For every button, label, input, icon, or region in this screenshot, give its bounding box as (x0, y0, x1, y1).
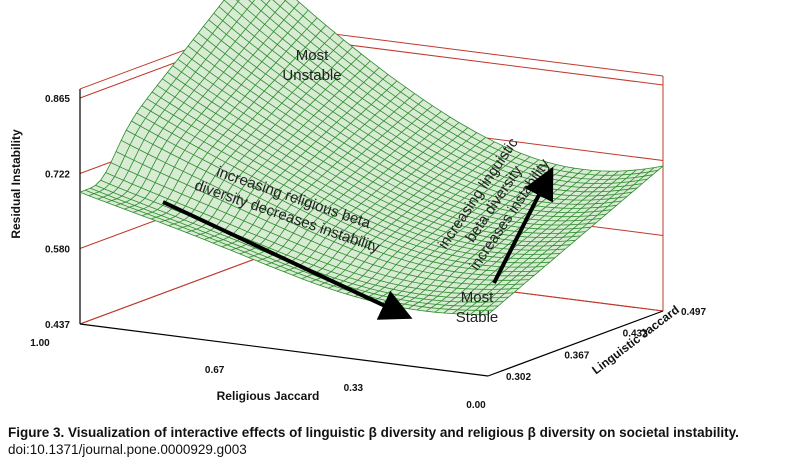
y-axis-title: Linguistic Jaccard (589, 303, 682, 378)
caption-doi: doi:10.1371/journal.pone.0000929.g003 (8, 442, 247, 457)
mesh-line-v (90, 187, 499, 307)
religious-diversity-arrow (162, 200, 413, 320)
mesh-line-v (187, 45, 597, 226)
mesh-line-v (223, 0, 633, 197)
x-tick-label: 1.00 (30, 338, 50, 349)
mesh-line-v (248, 0, 643, 189)
x-tick-label: 0.00 (466, 400, 486, 411)
z-grid-left-0 (79, 258, 256, 325)
y-tick-label: 0.497 (681, 307, 706, 318)
mesh-line-v (141, 105, 550, 264)
mesh-line-v (218, 6, 628, 201)
caption-title: Figure 3. Visualization of interactive e… (8, 425, 739, 440)
z-tick-label: 0.722 (45, 170, 70, 181)
surface-mesh (79, 0, 664, 315)
mesh-line-v (177, 58, 586, 234)
mesh-line-v (172, 65, 581, 239)
z-tick-label: 0.865 (45, 94, 70, 105)
mesh-line-v (105, 172, 514, 295)
mesh-line-v (260, 0, 648, 184)
x-tick-label: 0.67 (205, 365, 225, 376)
mesh-line-v (146, 98, 555, 260)
mesh-line-v (79, 191, 488, 315)
z-tick-label: 0.437 (45, 320, 70, 331)
y-axis-line (487, 310, 664, 377)
mesh-line-v (203, 25, 612, 214)
figure-caption: Figure 3. Visualization of interactive e… (8, 424, 793, 458)
mesh-line-v (110, 162, 519, 290)
mesh-line-v (213, 12, 622, 205)
z-tick-label: 0.580 (45, 244, 70, 255)
mesh-line-v (272, 0, 653, 180)
mesh-line-v (151, 91, 561, 255)
mesh-line-v (115, 151, 525, 286)
mesh-line-v (296, 0, 664, 172)
x-tick-label: 0.33 (344, 383, 364, 394)
z-axis-title: Residual Instability (9, 129, 23, 239)
x-axis-title: Religious Jaccard (217, 389, 320, 403)
mesh-line-v (235, 0, 638, 193)
mesh-line-v (84, 189, 494, 311)
y-tick-label: 0.367 (564, 350, 589, 361)
y-tick-label: 0.432 (623, 329, 648, 340)
surface-fill (80, 0, 663, 315)
mesh-line-v (198, 32, 607, 218)
surface-chart: 0.437 0.580 0.722 0.865 1.00 0.67 0.33 0.00 0.30… (9, 0, 706, 411)
mesh-line-v (156, 85, 566, 251)
mesh-line-v (126, 129, 535, 277)
y-tick-label: 0.302 (506, 372, 531, 383)
mesh-line-v (162, 78, 571, 247)
mesh-line-v (167, 71, 576, 243)
linguistic-diversity-arrow (492, 166, 554, 284)
mesh-line-v (100, 179, 509, 299)
mesh-line-v (192, 39, 602, 222)
mesh-line-v (208, 19, 617, 209)
mesh-line-v (136, 112, 545, 268)
most-stable-label: Most Stable (456, 289, 499, 326)
mesh-line-v (284, 0, 658, 176)
mesh-line-v (121, 139, 530, 281)
x-axis-line (79, 323, 489, 377)
mesh-line-v (131, 120, 540, 272)
most-unstable-label: Most Unstable (282, 47, 341, 84)
